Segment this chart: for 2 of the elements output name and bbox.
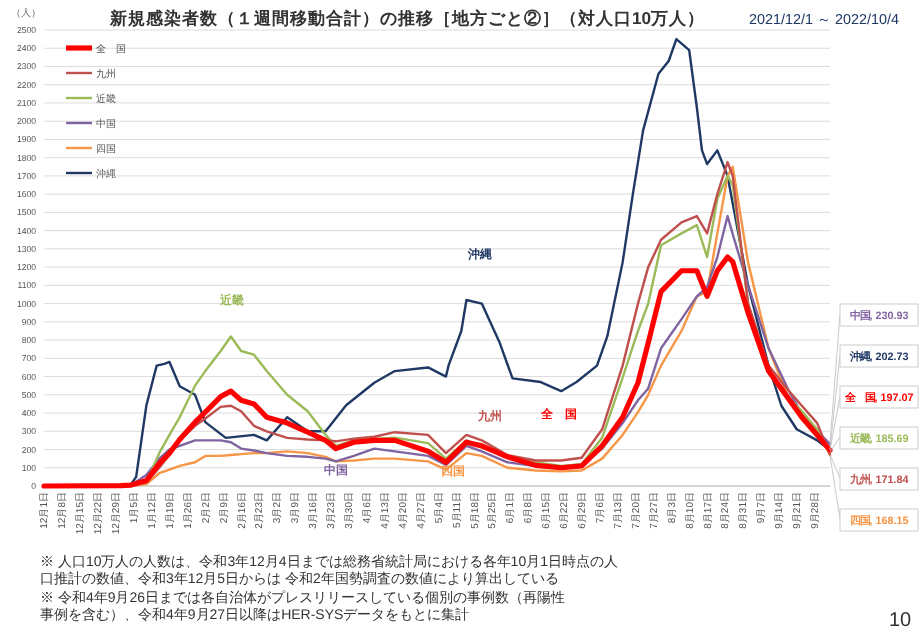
title: 新規感染者数（１週間移動合計）の推移［地方ごと②］（対人口10万人）	[110, 8, 706, 28]
annotation: 10	[888, 610, 912, 632]
